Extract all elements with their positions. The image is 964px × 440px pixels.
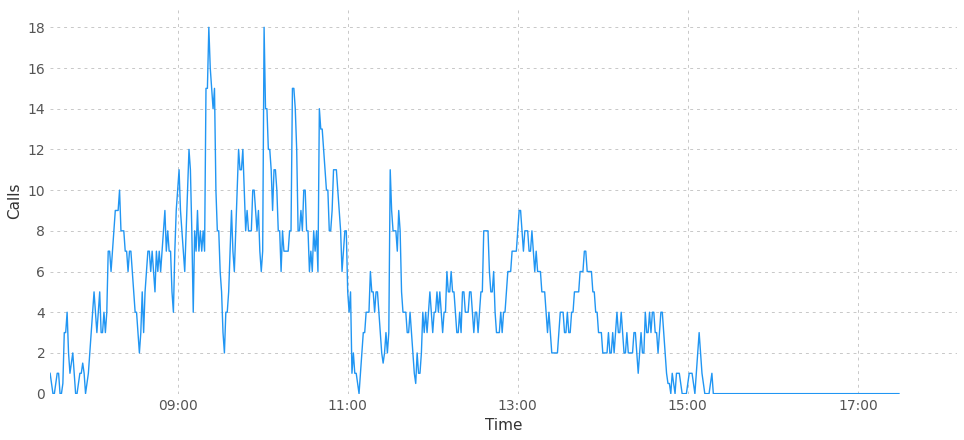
X-axis label: Time: Time [485,418,522,433]
Y-axis label: Calls: Calls [7,182,22,219]
